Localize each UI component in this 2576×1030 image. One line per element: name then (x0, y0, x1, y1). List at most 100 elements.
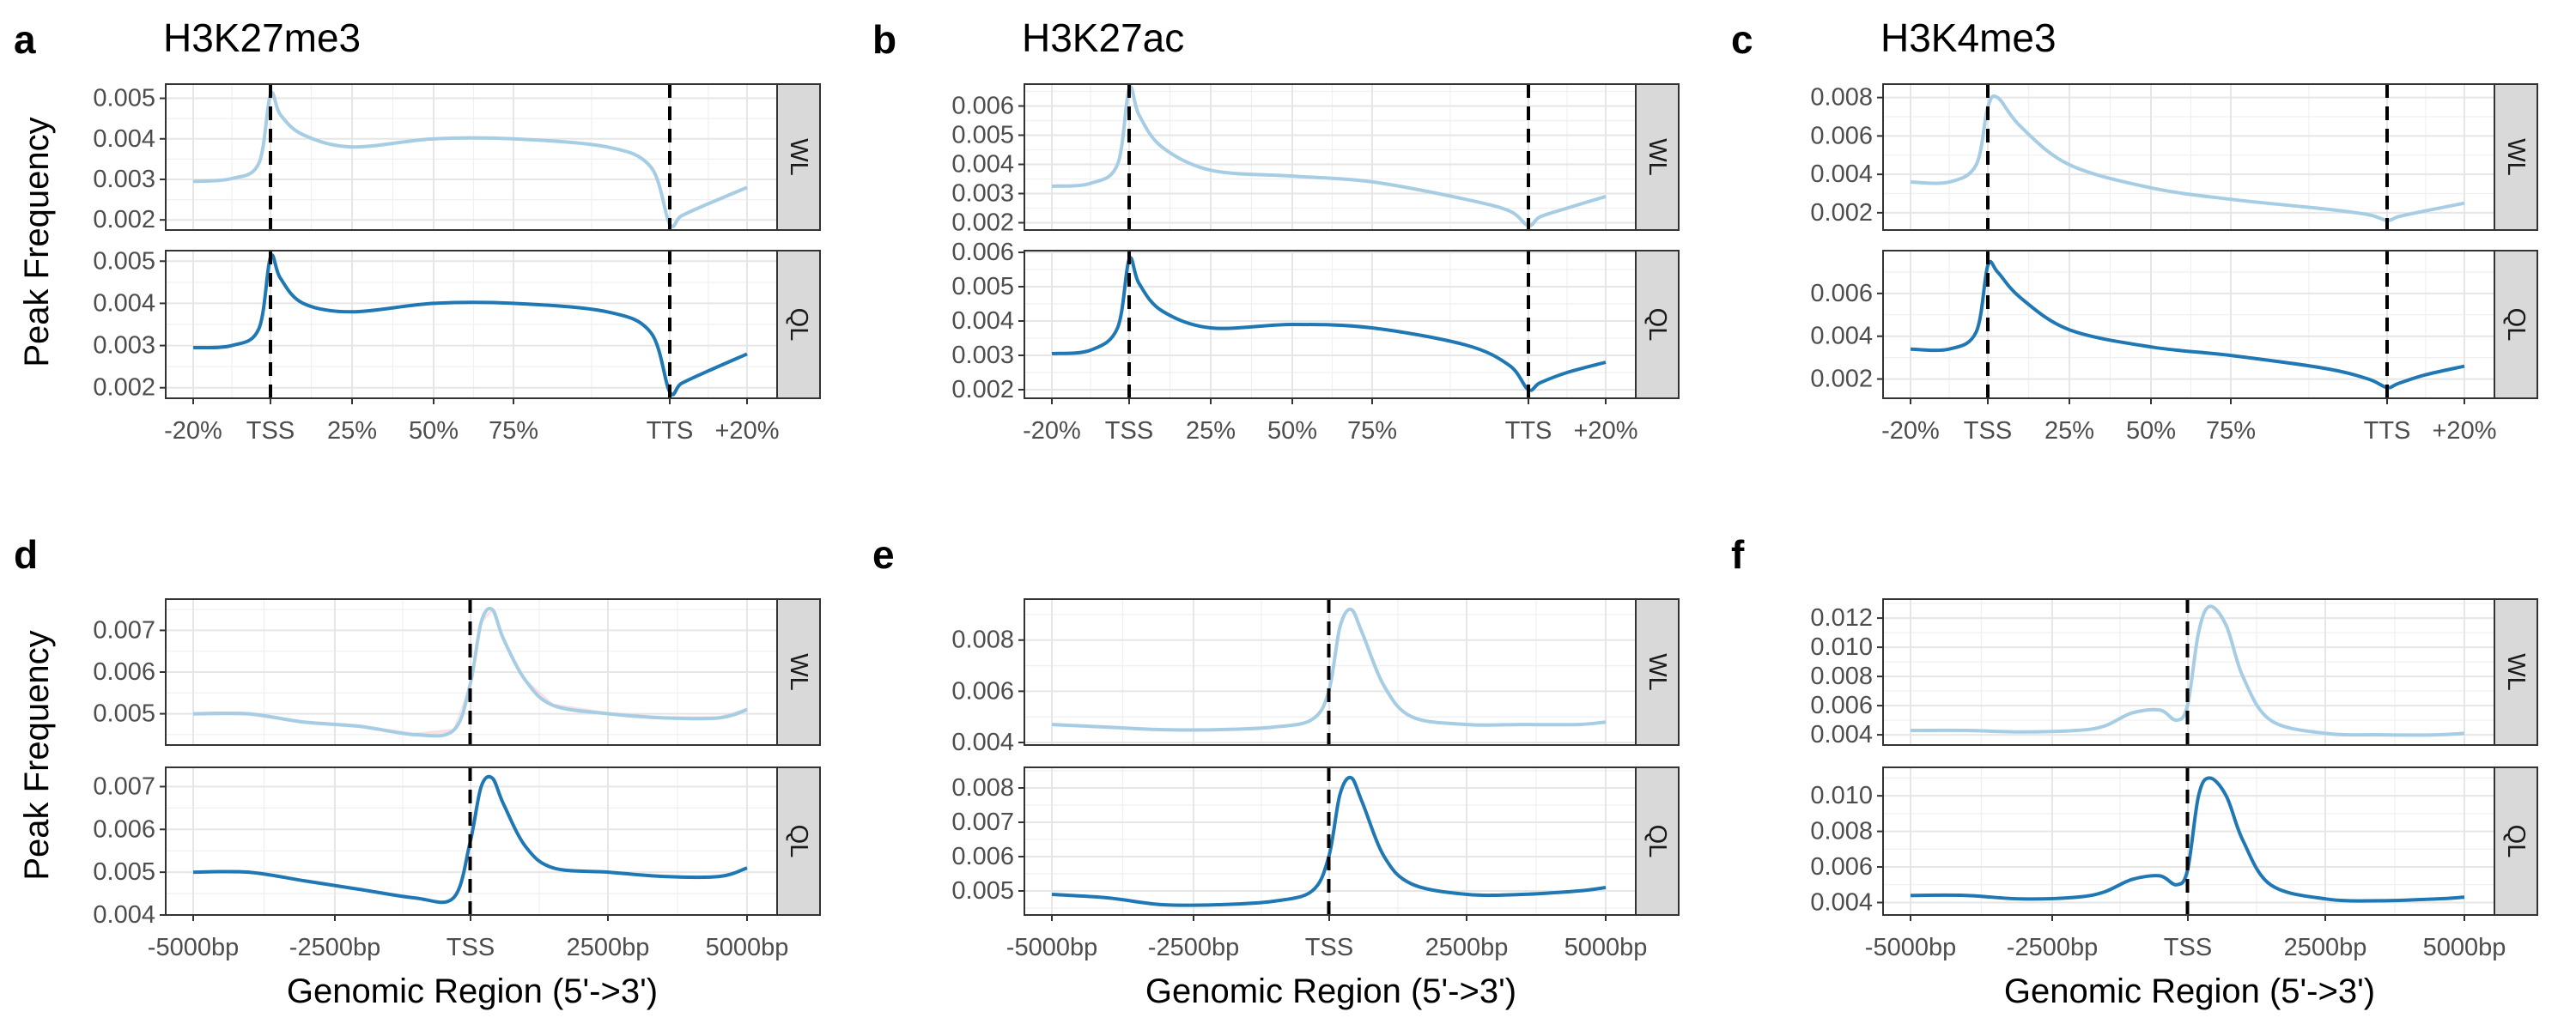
facet-e-WL: WL 0.004 0.006 0.008 (951, 598, 1680, 756)
series-line-QL (192, 774, 748, 905)
x-tick-label: 5000bp (1564, 934, 1648, 961)
x-tick-label: TSS (246, 417, 295, 445)
facet-d-WL: WL 0.005 0.006 0.007 (93, 598, 821, 746)
y-tick-label: 0.008 (1810, 663, 1873, 690)
facet-background (1883, 84, 2494, 230)
y-tick-label: 0.007 (93, 616, 155, 644)
facet-strip (1635, 250, 1680, 399)
y-tick-label: 0.010 (1810, 633, 1873, 661)
panel-d: WL 0.005 0.006 0.007 QL 0.004 0.005 0.006 0.007 -… (93, 598, 821, 961)
y-tick-label: 0.005 (93, 858, 155, 886)
y-tick-label: 0.005 (93, 247, 155, 275)
facet-strip (776, 766, 821, 916)
facet-e-QL: QL 0.005 0.006 0.007 0.008 (951, 766, 1680, 916)
x-axis-title-d: Genomic Region (5'->3') (287, 972, 658, 1010)
y-tick-label: 0.004 (1810, 721, 1873, 748)
x-axis-title-f: Genomic Region (5'->3') (2004, 972, 2375, 1010)
y-tick-label: 0.003 (951, 342, 1014, 369)
y-tick-label: 0.007 (93, 772, 155, 800)
facet-strip (2494, 766, 2538, 916)
facet-strip-label: WL (785, 653, 812, 691)
facet-strip (2494, 250, 2538, 399)
x-tick-label: -20% (164, 417, 222, 445)
x-axis-title-e: Genomic Region (5'->3') (1145, 972, 1516, 1010)
x-tick-label: -20% (1881, 417, 1940, 445)
facet-strip-label: WL (2502, 138, 2530, 176)
x-tick-label: TSS (2164, 934, 2212, 961)
y-tick-label: 0.006 (1810, 122, 1873, 149)
y-tick-label: 0.004 (951, 729, 1014, 756)
panel-b: WL0.0020.0030.0040.0050.006QL0.0020.0030… (951, 83, 1680, 445)
x-tick-label: 2500bp (1425, 934, 1509, 961)
facet-strip (1635, 83, 1680, 231)
x-tick-label: 75% (1347, 417, 1397, 445)
y-tick-label: 0.010 (1810, 782, 1873, 809)
panel-letter-d: d (14, 532, 38, 577)
facet-strip (776, 598, 821, 746)
facet-a-QL: QL 0.002 0.003 0.004 0.005 (93, 247, 821, 402)
y-tick-label: 0.005 (951, 877, 1014, 905)
x-tick-label: 75% (2206, 417, 2256, 445)
y-tick-label: 0.008 (1810, 84, 1873, 112)
y-tick-label: 0.004 (951, 151, 1014, 179)
x-tick-label: TTS (1505, 417, 1552, 445)
facet-strip (2494, 598, 2538, 746)
y-tick-label: 0.002 (1810, 366, 1873, 393)
series-line-QL (1051, 775, 1607, 907)
panel-letter-f: f (1731, 532, 1745, 577)
series-line-WL (192, 90, 748, 228)
series-line-WL (1051, 85, 1607, 227)
panel-letter-c: c (1731, 17, 1753, 62)
x-tick-label: TSS (1105, 417, 1153, 445)
panel-title-b: H3K27ac (1022, 15, 1184, 60)
x-tick-label: -5000bp (148, 934, 239, 961)
facet-c-QL: QL 0.002 0.004 0.006 (1810, 250, 2538, 399)
series-line-QL (1051, 256, 1607, 392)
y-tick-label: 0.002 (93, 206, 155, 233)
series-line-QL (1910, 776, 2465, 903)
y-tick-label: 0.004 (951, 307, 1014, 335)
x-tick-label: +20% (2433, 417, 2497, 445)
x-tick-label: -5000bp (1006, 934, 1097, 961)
facet-f-QL: QL 0.004 0.006 0.008 0.010 (1810, 766, 2538, 916)
y-tick-label: 0.002 (951, 209, 1014, 237)
panel-letter-b: b (872, 17, 896, 62)
panel-a: WL 0.002 0.003 0.004 0.005 QL 0.002 0.003 0.004 0… (93, 83, 821, 445)
x-tick-label: 25% (2044, 417, 2094, 445)
y-tick-label: 0.005 (951, 273, 1014, 300)
x-tick-label: -20% (1023, 417, 1081, 445)
x-tick-label: TSS (447, 934, 495, 961)
facet-strip (2494, 83, 2538, 231)
x-tick-label: 2500bp (567, 934, 650, 961)
x-tick-label: 25% (1186, 417, 1236, 445)
series-line-WL (1051, 607, 1607, 732)
x-tick-label: 2500bp (2284, 934, 2367, 961)
y-tick-label: 0.003 (93, 166, 155, 193)
y-tick-label: 0.006 (951, 677, 1014, 705)
facet-strip-label: QL (785, 825, 812, 858)
panel-c: WL 0.002 0.004 0.006 0.008 QL 0.002 0.004 0.006 -… (1810, 83, 2538, 445)
x-tick-label: -2500bp (2007, 934, 2098, 961)
facet-strip-label: WL (1643, 653, 1671, 691)
x-tick-label: 75% (489, 417, 538, 445)
panel-letter-e: e (872, 532, 895, 577)
y-tick-label: 0.005 (93, 700, 155, 728)
y-tick-label: 0.006 (1810, 853, 1873, 881)
x-tick-label: 5000bp (706, 934, 789, 961)
y-tick-label: 0.008 (951, 627, 1014, 654)
facet-strip-label: QL (2502, 308, 2530, 342)
facet-strip-label: WL (785, 138, 812, 176)
y-axis-title-row2: Peak Frequency (18, 630, 56, 880)
series-line-QL (1910, 259, 2465, 390)
x-tick-label: TSS (1964, 417, 2012, 445)
x-tick-label: -2500bp (1148, 934, 1239, 961)
panel-title-a: H3K27me3 (163, 15, 361, 60)
facet-background (166, 84, 777, 230)
series-line-WL (1910, 94, 2465, 222)
y-tick-label: 0.006 (951, 843, 1014, 870)
facet-strip-label: QL (1643, 825, 1671, 858)
series-line-WL (1910, 604, 2465, 737)
y-tick-label: 0.004 (93, 289, 155, 317)
